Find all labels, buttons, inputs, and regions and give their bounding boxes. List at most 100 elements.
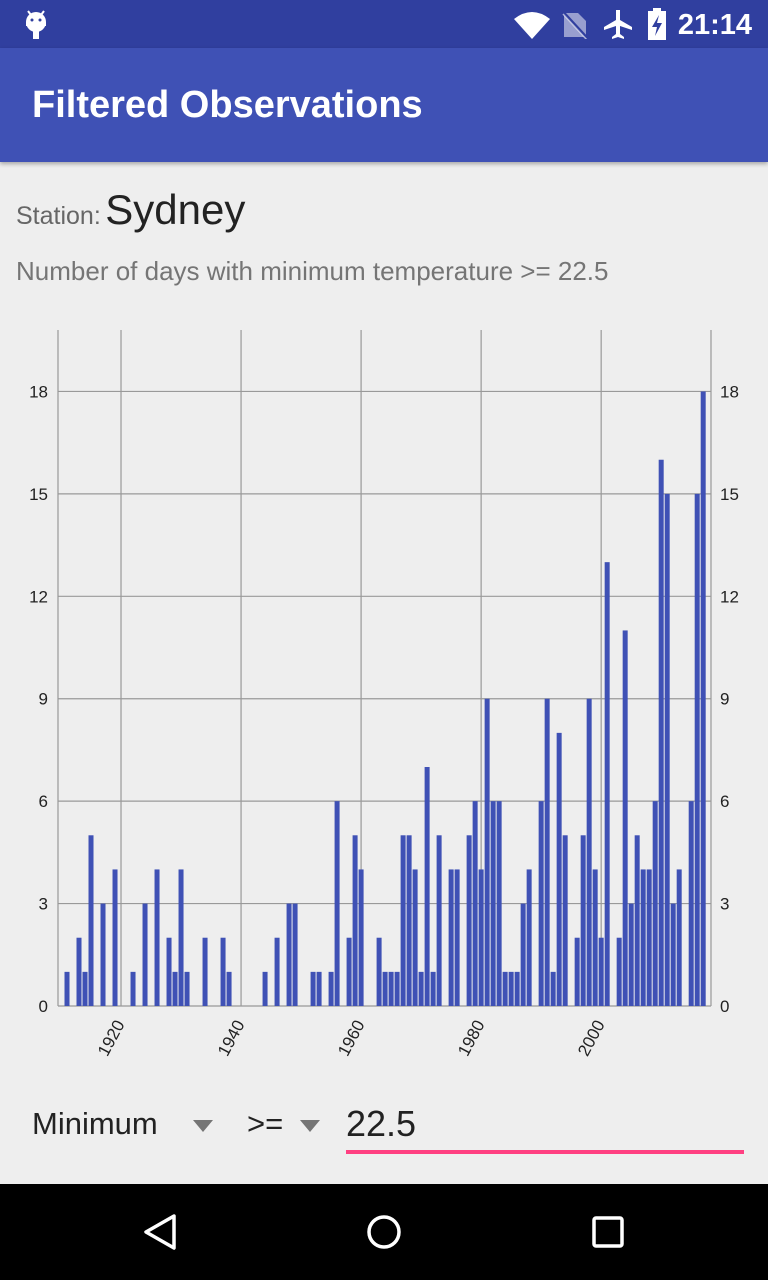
bar-1993	[556, 732, 562, 1006]
bar-1929	[172, 971, 178, 1006]
bar-1930	[178, 869, 184, 1006]
x-tick-label: 1940	[214, 1017, 249, 1059]
bar-2000	[598, 937, 604, 1006]
bar-2004	[622, 630, 628, 1006]
bar-1965	[388, 971, 394, 1006]
y-tick-label-right: 15	[720, 485, 739, 504]
y-tick-label-right: 0	[720, 997, 729, 1016]
bar-1991	[544, 698, 550, 1006]
bar-1996	[574, 937, 580, 1006]
y-tick-label-left: 0	[39, 997, 48, 1016]
y-tick-label-right: 6	[720, 792, 729, 811]
y-tick-label-right: 9	[720, 690, 729, 709]
bar-2013	[676, 869, 682, 1006]
app-bar: Filtered Observations	[0, 48, 768, 162]
measure-selected: Minimum	[32, 1106, 158, 1141]
back-icon[interactable]	[136, 1208, 184, 1256]
y-tick-label-left: 6	[39, 792, 48, 811]
bar-2017	[700, 391, 706, 1006]
airplane-mode-icon	[604, 10, 632, 39]
bar-1999	[592, 869, 598, 1006]
y-tick-label-right: 3	[720, 895, 729, 914]
dropdown-arrow-icon	[300, 1120, 320, 1132]
bar-1922	[130, 971, 136, 1006]
bar-1988	[526, 869, 532, 1006]
bar-1987	[520, 903, 526, 1006]
bar-2016	[694, 493, 700, 1006]
bar-1963	[376, 937, 382, 1006]
no-sim-icon	[562, 11, 588, 39]
bar-chart: 0 0 3 3 6 6 9 9 12 12 15 15 18 18 1920 1940 1960 1980 2000	[29, 330, 739, 1059]
status-bar: 21:14	[0, 0, 768, 48]
bar-1953	[316, 971, 322, 1006]
app-title: Filtered Observations	[32, 84, 423, 126]
bar-1994	[562, 835, 568, 1006]
y-tick-label-left: 12	[29, 587, 48, 606]
bar-1968	[406, 835, 412, 1006]
bar-1985	[508, 971, 514, 1006]
x-tick-label: 1960	[334, 1017, 369, 1059]
status-time: 21:14	[677, 9, 752, 41]
bar-1915	[88, 835, 94, 1006]
bar-2010	[658, 459, 664, 1006]
bar-1982	[490, 801, 496, 1006]
bar-1981	[484, 698, 490, 1006]
bar-1970	[418, 971, 424, 1006]
bar-2006	[634, 835, 640, 1006]
y-tick-label-right: 12	[720, 587, 739, 606]
bar-1944	[262, 971, 268, 1006]
home-icon[interactable]	[360, 1208, 408, 1256]
bar-1956	[334, 801, 340, 1006]
y-tick-label-right: 18	[720, 382, 739, 401]
bar-1997	[580, 835, 586, 1006]
bar-1979	[472, 801, 478, 1006]
bar-2001	[604, 562, 610, 1006]
bar-1926	[154, 869, 160, 1006]
bar-1971	[424, 767, 430, 1006]
y-tick-label-left: 18	[29, 382, 48, 401]
bar-2003	[616, 937, 622, 1006]
bar-2009	[652, 801, 658, 1006]
bar-1931	[184, 971, 190, 1006]
station-label: Station:	[16, 202, 101, 230]
y-tick-label-left: 3	[39, 895, 48, 914]
bar-1948	[286, 903, 292, 1006]
dropdown-arrow-icon	[193, 1120, 213, 1132]
bar-1983	[496, 801, 502, 1006]
bar-1984	[502, 971, 508, 1006]
bar-1975	[448, 869, 454, 1006]
station-name: Sydney	[105, 186, 246, 233]
bar-1998	[586, 698, 592, 1006]
bar-1924	[142, 903, 148, 1006]
operator-selected: >=	[247, 1106, 284, 1141]
y-tick-label-left: 9	[39, 690, 48, 709]
bar-1959	[352, 835, 358, 1006]
bar-1990	[538, 801, 544, 1006]
x-tick-label: 2000	[574, 1017, 609, 1059]
bar-1960	[358, 869, 364, 1006]
threshold-input[interactable]	[346, 1098, 744, 1154]
bar-1978	[466, 835, 472, 1006]
chart-description: Number of days with minimum temperature …	[16, 256, 609, 286]
x-tick-label: 1980	[454, 1017, 489, 1059]
wifi-icon	[514, 12, 550, 39]
bar-1938	[226, 971, 232, 1006]
bar-1969	[412, 869, 418, 1006]
navigation-bar	[0, 1184, 768, 1280]
bar-2015	[688, 801, 694, 1006]
bar-1992	[550, 971, 556, 1006]
bar-1973	[436, 835, 442, 1006]
battery-charging-icon	[648, 8, 666, 40]
bar-2008	[646, 869, 652, 1006]
bar-1986	[514, 971, 520, 1006]
bar-1914	[82, 971, 88, 1006]
bar-1911	[64, 971, 70, 1006]
recents-icon[interactable]	[584, 1208, 632, 1256]
bar-1934	[202, 937, 208, 1006]
bar-1919	[112, 869, 118, 1006]
bar-1937	[220, 937, 226, 1006]
android-debug-icon	[26, 10, 46, 39]
bar-1980	[478, 869, 484, 1006]
bar-1928	[166, 937, 172, 1006]
bar-1972	[430, 971, 436, 1006]
